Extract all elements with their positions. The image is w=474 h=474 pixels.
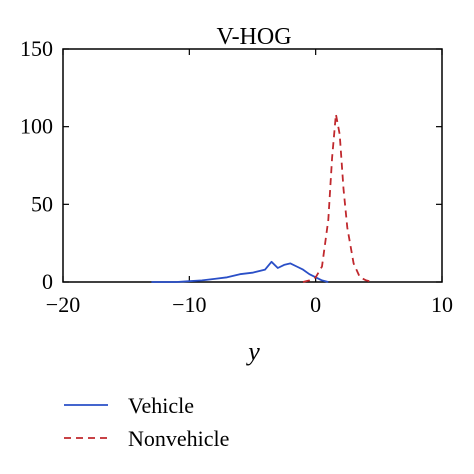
- x-axis-ticks: −20 −10 0 10: [46, 49, 453, 317]
- x-tick-label: −20: [46, 292, 80, 317]
- chart-title: V-HOG: [216, 24, 291, 50]
- y-tick-label: 100: [20, 114, 53, 139]
- plot-frame: [62, 48, 443, 283]
- y-axis-ticks: 0 50 100 150: [20, 36, 442, 294]
- x-tick-label: 0: [310, 292, 321, 317]
- series-layer: [151, 113, 373, 283]
- series-line-vehicle: [151, 260, 329, 283]
- x-tick-label: 10: [431, 292, 453, 317]
- x-axis-label: y: [245, 337, 260, 366]
- legend: Vehicle Nonvehicle: [64, 393, 229, 451]
- legend-label-nonvehicle: Nonvehicle: [128, 426, 229, 451]
- series-line-nonvehicle: [302, 113, 373, 283]
- y-tick-label: 50: [31, 191, 53, 216]
- x-tick-label: −10: [172, 292, 206, 317]
- y-tick-label: 0: [42, 269, 53, 294]
- legend-label-vehicle: Vehicle: [128, 393, 194, 418]
- y-tick-label: 150: [20, 36, 53, 61]
